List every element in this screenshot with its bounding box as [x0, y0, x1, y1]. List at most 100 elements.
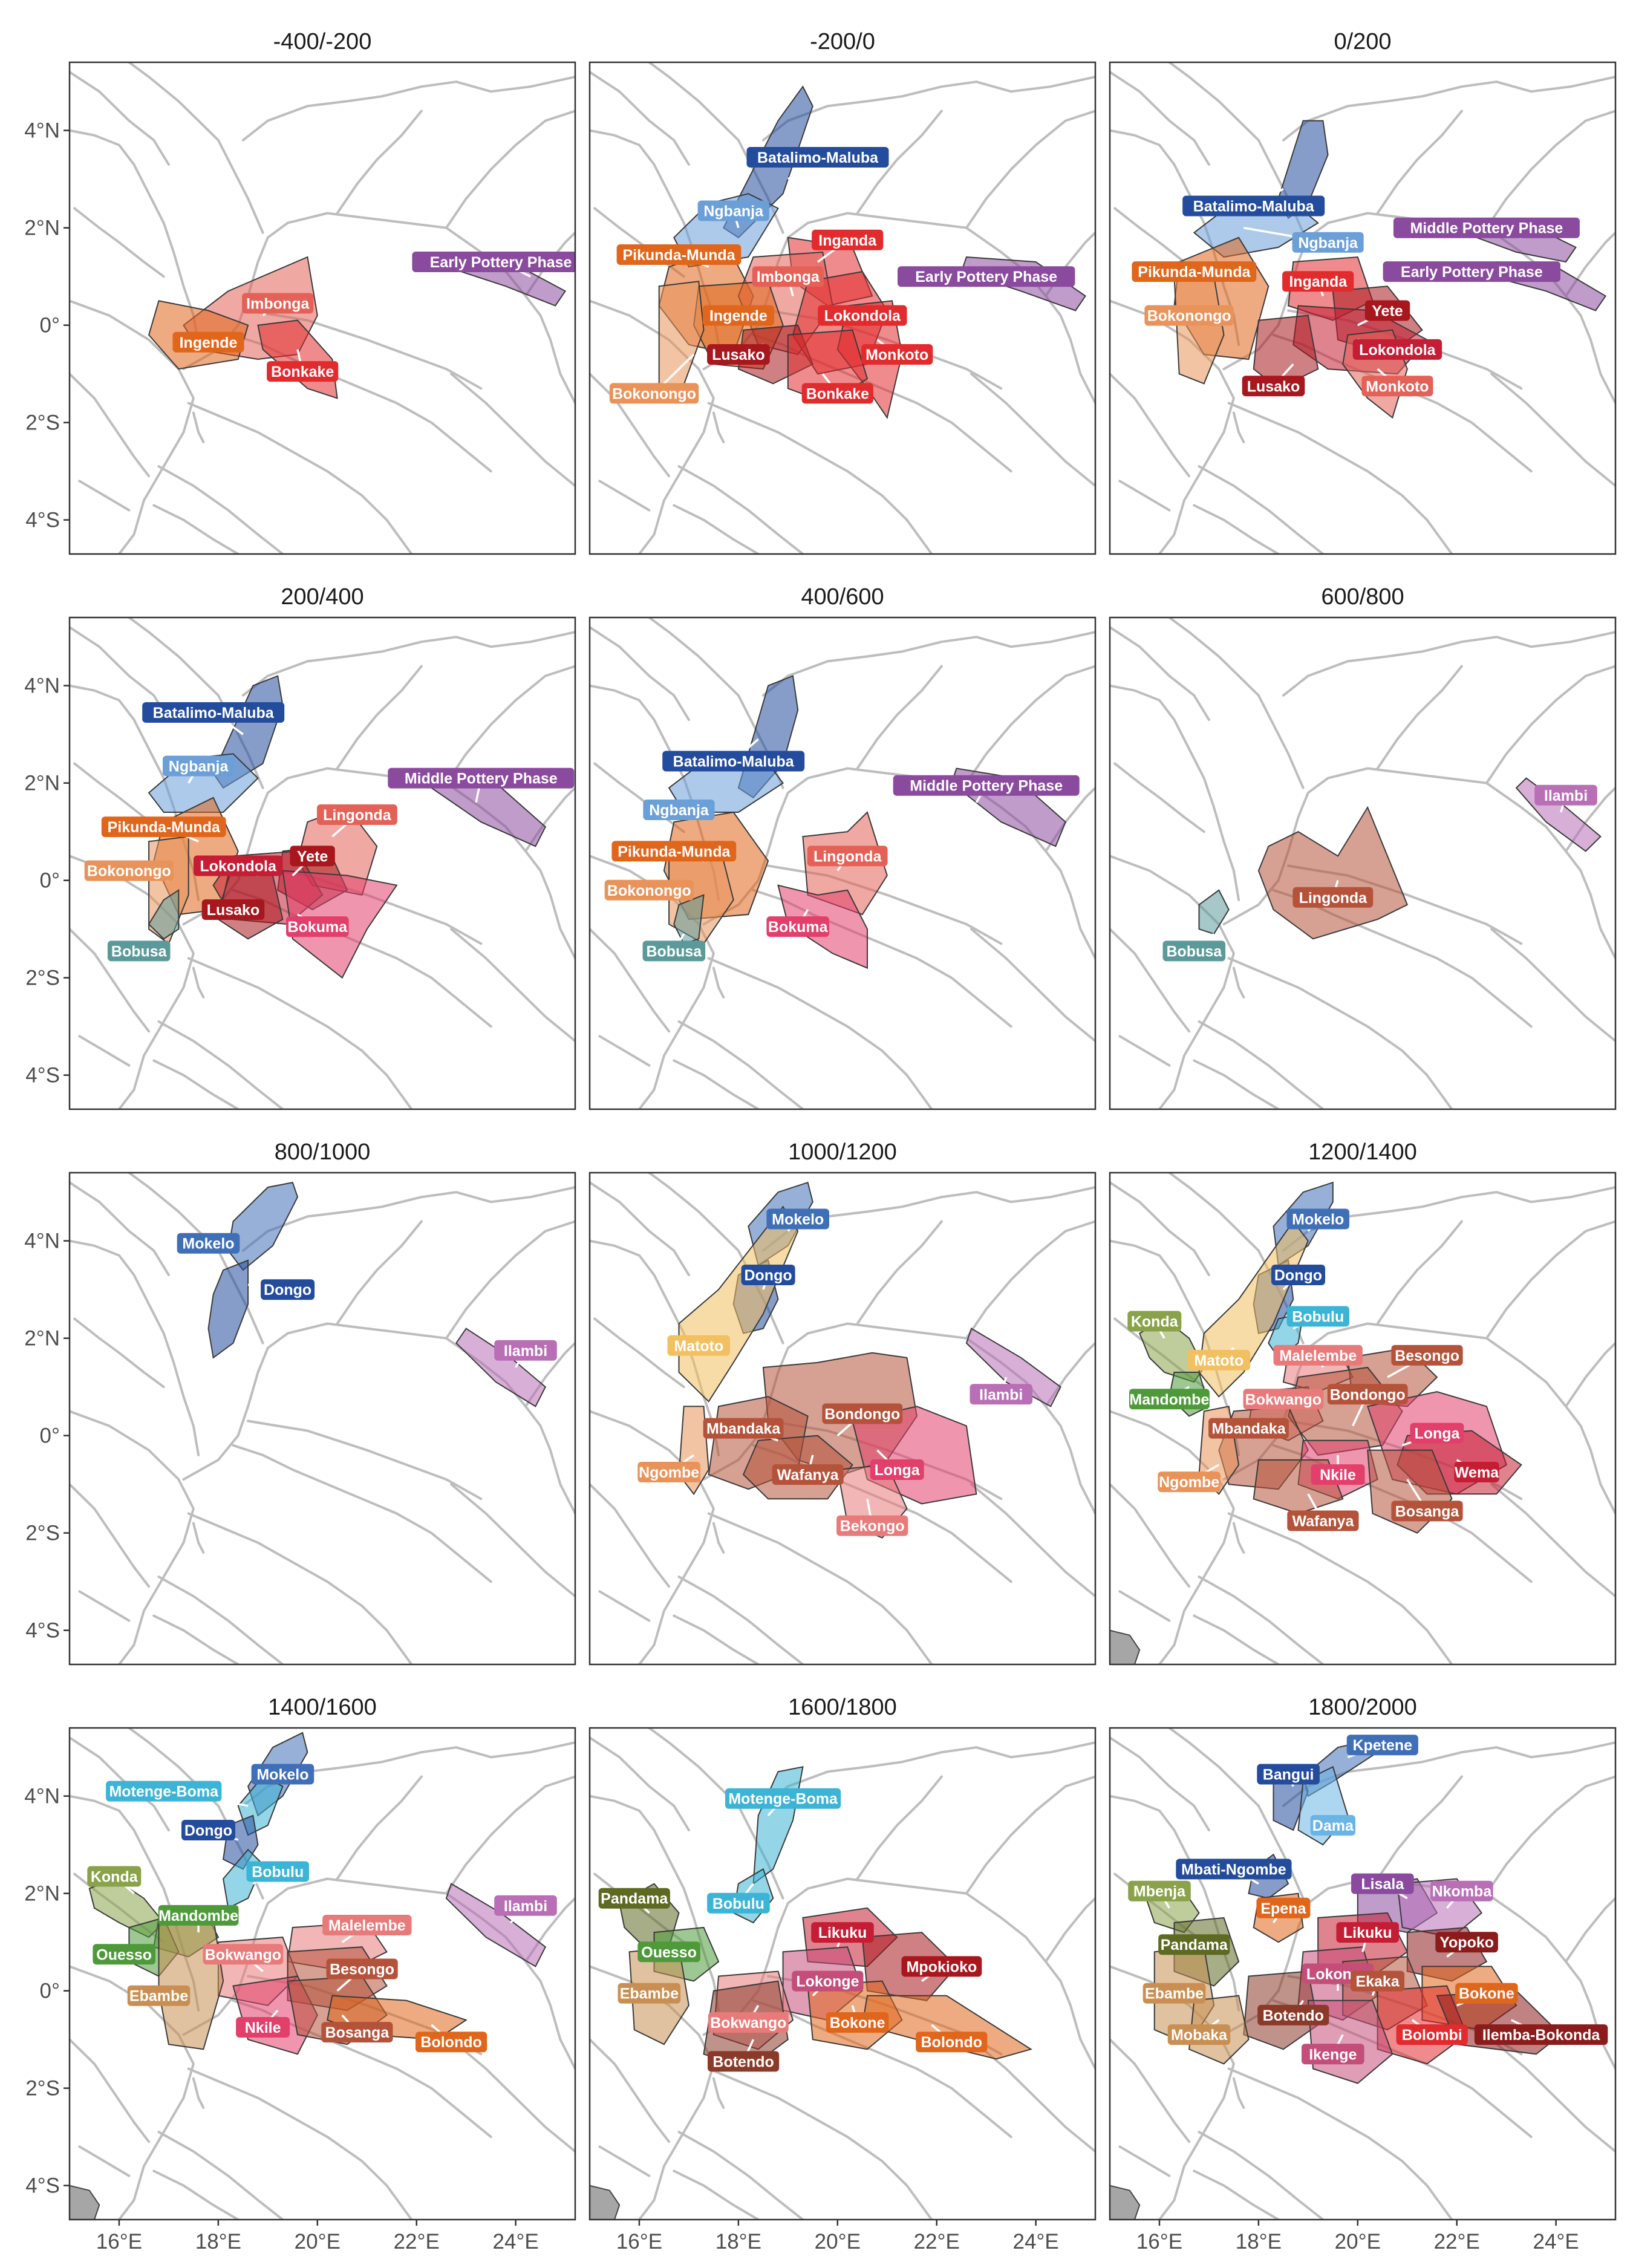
region-label: Batalimo-Maluba: [142, 702, 285, 723]
river-line: [157, 1576, 284, 1664]
region-label-text: Bangui: [1263, 1766, 1314, 1783]
region-label-text: Bobulu: [712, 1895, 764, 1912]
river-line: [856, 1775, 943, 1880]
region-label-box: [93, 1944, 155, 1965]
panel-title: -200/0: [810, 29, 875, 54]
region-label-text: Bokone: [830, 2015, 885, 2032]
region-label-box: [1351, 1970, 1405, 1992]
map-layer: Batalimo-Maluba Middle Pottery Phase Ngban…: [1110, 62, 1615, 554]
region-label-text: Ilambi: [979, 1386, 1023, 1403]
river-line: [1485, 1220, 1615, 1340]
region-label-text: Ngbanja: [703, 203, 764, 220]
region-label: Mpokioko: [901, 1956, 982, 1977]
region-label-text: Bokone: [1459, 1986, 1514, 2002]
region-label: Ilambi: [1534, 784, 1597, 806]
river-line: [1118, 2145, 1171, 2177]
region-label-box: [1391, 1344, 1463, 1366]
region-label-text: Early Pottery Phase: [430, 254, 572, 271]
region-label-box: [1391, 1501, 1463, 1522]
region-label-box: [618, 1983, 681, 2004]
panel-title: 1600/1800: [788, 1695, 897, 1720]
region-label: Dongo: [1271, 1265, 1325, 1285]
x-tick-label: 22°E: [394, 2230, 440, 2253]
x-tick-label: 16°E: [96, 2230, 142, 2253]
river-line: [1118, 480, 1171, 512]
region-label: Pikunda-Munda: [611, 841, 737, 862]
region-label-text: Bosanga: [1395, 1503, 1460, 1520]
region-label-text: Lisala: [1361, 1876, 1404, 1893]
region-label-box: [708, 2051, 780, 2072]
region-label: Dongo: [741, 1265, 795, 1285]
map-panel: 800/1000 Mokelo Dongo Ilambi 4°N 2°N 0° 2°S 4°S: [24, 1139, 576, 1666]
region-label: Lokondola: [818, 305, 907, 326]
region-label-box: [1361, 376, 1433, 397]
river-line: [677, 465, 804, 554]
region-label-text: Lingonda: [1299, 890, 1368, 907]
region-label-box: [1182, 195, 1325, 217]
region-label-box: [1187, 1349, 1251, 1370]
region-label-box: [772, 1464, 844, 1485]
river-line: [157, 1020, 284, 1109]
region-label: Besongo: [326, 1958, 398, 1980]
river-line: [965, 1220, 1095, 1340]
region-label-text: Bokwango: [1245, 1391, 1322, 1408]
panel-frame: [588, 1171, 1097, 1666]
region-label-text: Dongo: [744, 1267, 792, 1284]
region-label-box: [1327, 1384, 1408, 1405]
region-label-box: [1144, 305, 1234, 326]
panel-frame: [588, 616, 1097, 1110]
map-panel: 200/400 Batalimo-Maluba Ngbanja Middle Pott…: [24, 584, 576, 1110]
river-line: [1376, 1220, 1463, 1325]
river-line: [247, 1419, 483, 1501]
region-label-box: [898, 266, 1075, 287]
region-label-text: Bokwango: [710, 2015, 786, 2032]
region-label-text: Mbenja: [1133, 1883, 1186, 1900]
river-line: [590, 1483, 671, 1588]
region-label-text: Monkoto: [865, 347, 928, 363]
region-label-box: [242, 293, 314, 314]
region-label-text: Yopoko: [1439, 1934, 1494, 1951]
region-label: Middle Pottery Phase: [388, 767, 575, 789]
river-line: [1110, 626, 1210, 721]
region-label-text: Inganda: [818, 232, 877, 249]
river-line: [1110, 928, 1191, 1033]
river-line: [128, 62, 264, 234]
region-label-text: Mokelo: [182, 1236, 234, 1253]
y-tick-label: 2°S: [25, 411, 60, 435]
map-panel: 1400/1600 Mokelo Motenge-Boma Dongo Bobulu Ko…: [24, 1695, 576, 2253]
region-label: Botendo: [1257, 2004, 1329, 2025]
region-label-box: [127, 1985, 191, 2006]
river-line: [707, 957, 933, 1109]
river-line: [70, 1483, 151, 1588]
region-label: Lisala: [1351, 1873, 1414, 1894]
river-line: [73, 1317, 165, 1389]
region-label-text: Pandama: [1161, 1937, 1228, 1954]
region-label: Wafanya: [1287, 1510, 1359, 1531]
region-label-box: [707, 1892, 770, 1914]
region-label-box: [741, 1265, 795, 1285]
region-label: Ngombe: [637, 1462, 700, 1482]
region-label-text: Ekaka: [1355, 1973, 1400, 1990]
region-label-text: Longa: [1414, 1426, 1460, 1442]
region-label: Ingende: [702, 305, 774, 326]
region-label-box: [261, 1279, 315, 1300]
x-tick-label: 20°E: [1335, 2230, 1381, 2253]
region-label-box: [1352, 339, 1442, 360]
region-label: Bokonongo: [609, 383, 699, 404]
region-label: Early Pottery Phase: [412, 252, 575, 272]
region-label: Konda: [87, 1866, 142, 1887]
region-label-box: [637, 1941, 700, 1963]
river-line: [1045, 1897, 1095, 1963]
map-layer: Batalimo-Maluba Ngbanja Middle Pottery Pha…: [70, 618, 575, 1109]
region-label-text: Mokelo: [772, 1211, 824, 1228]
region-label-text: Wema: [1455, 1464, 1499, 1481]
panel-title: 1000/1200: [788, 1139, 897, 1165]
region-label-box: [1435, 1932, 1498, 1953]
region-label-text: Lokondola: [824, 308, 901, 325]
region-label-text: Pikunda-Munda: [622, 247, 735, 264]
region-label-text: Lokonge: [796, 1973, 859, 1990]
region-label-text: Wafanya: [777, 1467, 839, 1484]
river-line: [1232, 2077, 1245, 2109]
region-label-text: Imbonga: [757, 269, 820, 285]
